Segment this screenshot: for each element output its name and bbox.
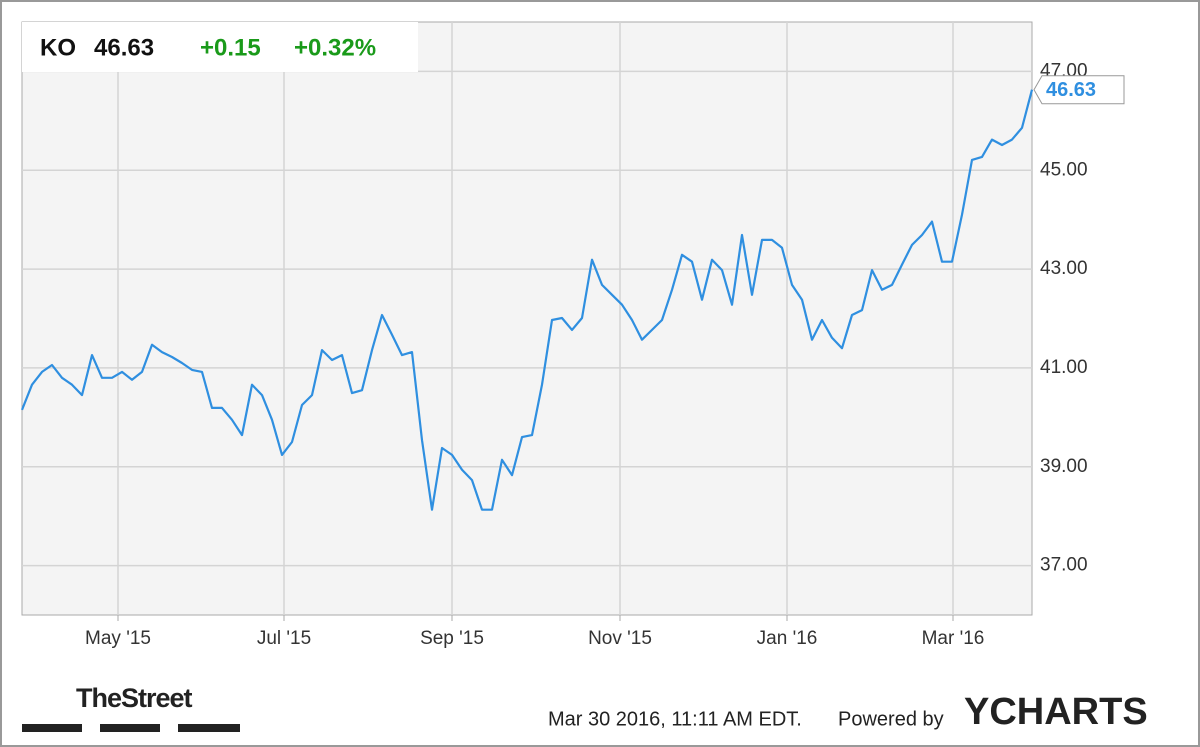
brand-bar [22,724,82,732]
change: +0.15 [200,34,261,61]
powered-by: Powered by [838,708,944,730]
brand-bar [178,724,240,732]
ycharts-logo: YCHARTS [964,691,1148,733]
plot-area [21,21,1033,616]
x-tick-label: Mar '16 [922,628,985,649]
quote-box [22,22,418,72]
change-pct: +0.32% [294,34,376,61]
x-tick-label: May '15 [85,628,151,649]
y-tick-label: 39.00 [1040,456,1088,477]
last-value-label: 46.63 [1046,79,1096,101]
last-value-tag [1033,75,1125,105]
price: 46.63 [94,34,154,61]
symbol: KO [40,34,76,61]
x-tick-label: Jan '16 [757,628,818,649]
y-tick-label: 45.00 [1040,159,1088,180]
y-tick-label: 43.00 [1040,258,1088,279]
price-line [20,89,1034,511]
x-tick-label: Sep '15 [420,628,484,649]
y-tick-label: 41.00 [1040,357,1088,378]
timestamp: Mar 30 2016, 11:11 AM EDT. [548,708,802,730]
y-tick-label: 37.00 [1040,555,1088,576]
brand: TheStreet [76,683,193,713]
x-tick-label: Jul '15 [257,628,311,649]
brand-bar [100,724,160,732]
x-tick-label: Nov '15 [588,628,652,649]
